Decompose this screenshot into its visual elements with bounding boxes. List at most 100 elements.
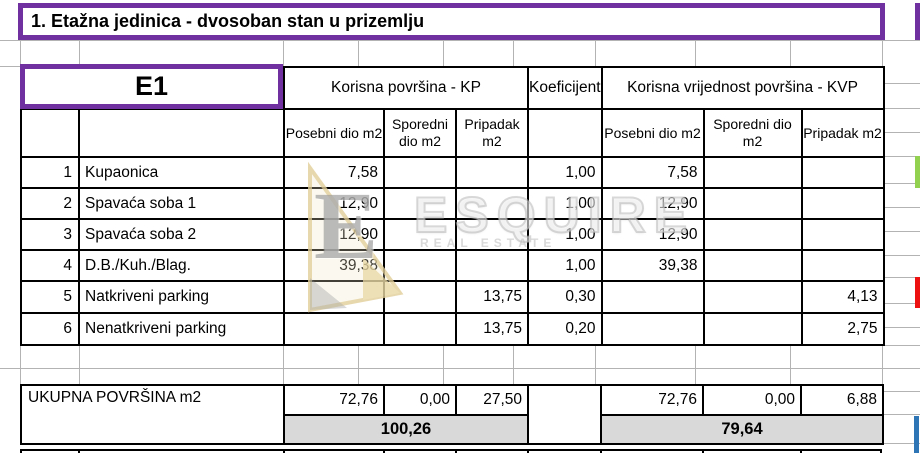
- gridline: [884, 132, 920, 133]
- kp-pripadak-value: 13,75: [455, 280, 529, 314]
- next-row-divider: [800, 449, 802, 453]
- kp-sporedni-value: [383, 218, 457, 251]
- room-name: Nenatkriveni parking: [78, 312, 285, 346]
- koef-value: 0,30: [527, 280, 603, 314]
- kvp-sporedni-value: [702, 249, 803, 282]
- empty-cell: [20, 108, 80, 158]
- green-annotation-mark: [915, 156, 920, 188]
- gridline: [790, 345, 791, 384]
- gridline: [884, 277, 920, 278]
- table-row: 2 Spavaća soba 1 12,90 1,00 12,90: [20, 187, 885, 220]
- unit-label: E1: [134, 71, 169, 101]
- next-row-top-border: [20, 449, 882, 451]
- next-row-divider: [283, 449, 285, 453]
- kp-sporedni-value: [383, 187, 457, 220]
- empty-cell: [527, 108, 603, 158]
- total-kp-pripadak: 27,50: [455, 384, 529, 416]
- gridline: [0, 66, 20, 67]
- gridline: [884, 303, 920, 304]
- gridline: [79, 40, 80, 66]
- koef-value: 1,00: [527, 187, 603, 220]
- next-row-divider: [702, 449, 704, 453]
- room-name: Spavaća soba 1: [78, 187, 285, 220]
- row-number: 1: [20, 156, 80, 189]
- gridline: [884, 414, 920, 415]
- room-name: Natkriveni parking: [78, 280, 285, 314]
- gridline: [283, 40, 284, 66]
- kvp-sporedni-value: [702, 312, 803, 346]
- gridline: [513, 40, 514, 66]
- gridline: [443, 40, 444, 66]
- next-row-divider: [78, 449, 80, 453]
- row-number: 3: [20, 218, 80, 251]
- gridline: [0, 40, 920, 41]
- kp-sporedni-header: Sporedni dio m2: [383, 108, 457, 158]
- kp-grand-total: 100,26: [283, 414, 529, 445]
- kp-posebni-header: Posebni dio m2: [283, 108, 385, 158]
- empty-cell: [78, 108, 285, 158]
- koef-value: 1,00: [527, 218, 603, 251]
- row-number: 5: [20, 280, 80, 314]
- room-name: Kupaonica: [78, 156, 285, 189]
- empty-cell: [527, 384, 602, 445]
- kvp-posebni-value: [600, 280, 705, 314]
- gridline: [884, 255, 920, 256]
- total-kp-sporedni: 0,00: [383, 384, 457, 416]
- kvp-pripadak-value: [800, 156, 885, 189]
- gridline: [884, 231, 920, 232]
- kp-posebni-value: 12,90: [283, 187, 385, 220]
- gridline: [884, 207, 920, 208]
- gridline: [884, 83, 920, 84]
- gridline: [595, 40, 596, 66]
- kvp-pripadak-header: Pripadak m2: [800, 108, 885, 158]
- totals-table: UKUPNA POVRŠINA m2 72,76 0,00 27,50 72,7…: [20, 384, 884, 445]
- next-row-divider: [383, 449, 385, 453]
- kp-pripadak-value: [455, 156, 529, 189]
- gridline: [884, 443, 920, 444]
- kp-sporedni-value: [383, 312, 457, 346]
- kp-sporedni-value: [383, 249, 457, 282]
- next-row-divider: [20, 449, 22, 453]
- table-row: 6 Nenatkriveni parking 13,75 0,20 2,75: [20, 312, 885, 346]
- koef-value: 1,00: [527, 156, 603, 189]
- koef-header: Koeficijent: [527, 66, 603, 110]
- kvp-sporedni-value: [702, 280, 803, 314]
- kp-posebni-value: [283, 280, 385, 314]
- kvp-pripadak-value: 4,13: [800, 280, 885, 314]
- next-row-divider: [880, 449, 882, 453]
- next-row-divider: [600, 449, 602, 453]
- gridline: [283, 345, 284, 384]
- row-number: 4: [20, 249, 80, 282]
- koef-value: 1,00: [527, 249, 603, 282]
- next-row-divider: [527, 449, 529, 453]
- blue-annotation-mark: [914, 416, 919, 453]
- gridline: [358, 40, 359, 66]
- kvp-sporedni-value: [702, 156, 803, 189]
- kvp-posebni-value: 12,90: [600, 218, 705, 251]
- total-kvp-pripadak: 6,88: [800, 384, 884, 416]
- gridline: [358, 345, 359, 384]
- gridline: [882, 345, 883, 384]
- kp-sporedni-value: [383, 156, 457, 189]
- room-name: Spavaća soba 2: [78, 218, 285, 251]
- kvp-posebni-header: Posebni dio m2: [600, 108, 705, 158]
- row-number: 6: [20, 312, 80, 346]
- kp-posebni-value: 39,38: [283, 249, 385, 282]
- gridline: [695, 345, 696, 384]
- total-kvp-posebni: 72,76: [600, 384, 704, 416]
- kvp-pripadak-value: [800, 218, 885, 251]
- kvp-sporedni-value: [702, 218, 803, 251]
- kp-pripadak-value: [455, 249, 529, 282]
- row-number: 2: [20, 187, 80, 220]
- gridline: [884, 391, 920, 392]
- total-area-label: UKUPNA POVRŠINA m2: [20, 384, 285, 445]
- gridline: [20, 345, 21, 384]
- koef-value: 0,20: [527, 312, 603, 346]
- kvp-group-header: Korisna vrijednost površina - KVP: [600, 66, 885, 110]
- kp-pripadak-header: Pripadak m2: [455, 108, 529, 158]
- kvp-posebni-value: 7,58: [600, 156, 705, 189]
- gridline: [790, 40, 791, 66]
- page-title: 1. Etažna jedinica - dvosoban stan u pri…: [31, 11, 425, 31]
- red-annotation-mark: [915, 277, 920, 308]
